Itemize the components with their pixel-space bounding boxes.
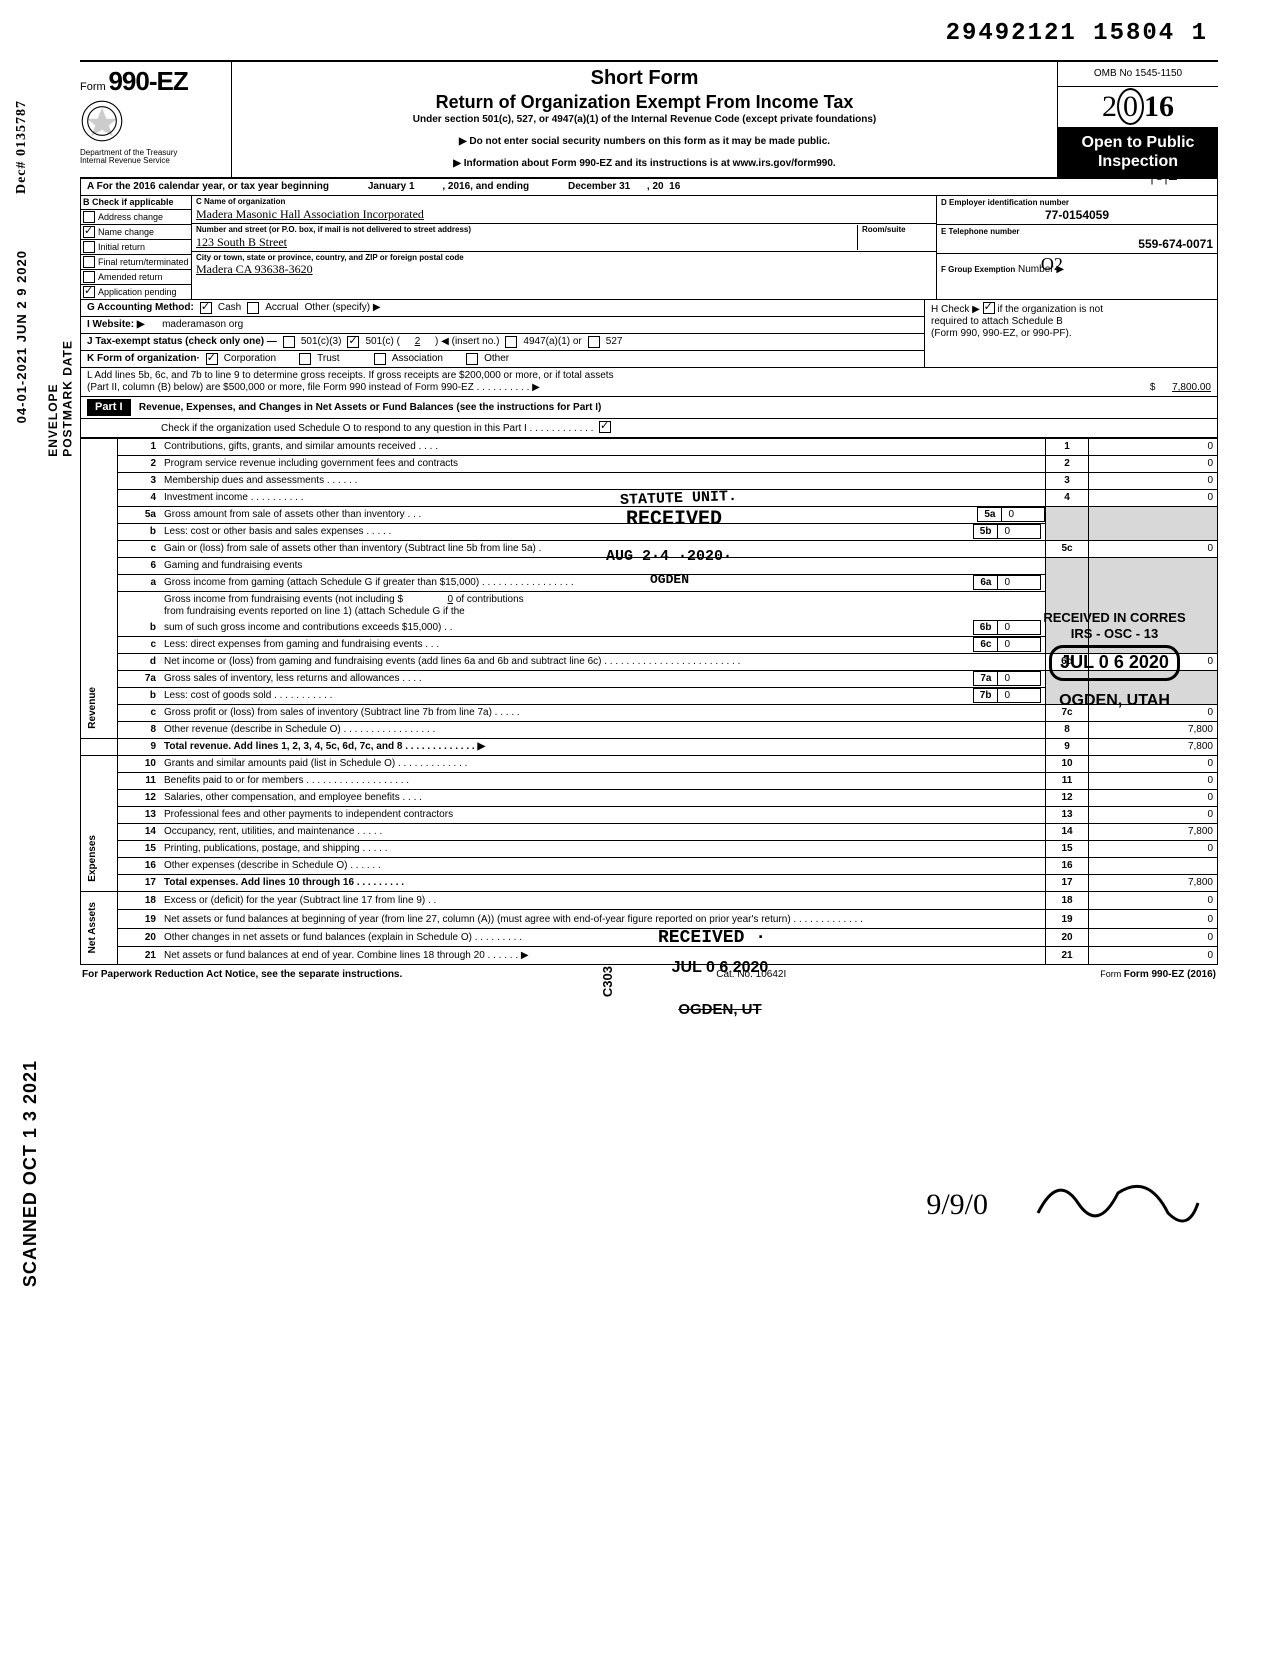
stamp-aug-date: AUG 2·4 ·2020· [606,548,732,566]
website: maderamason org [162,319,243,331]
amt-4: 0 [1089,490,1218,507]
telephone: 559-674-0071 [941,237,1213,251]
ck-name-change[interactable] [83,226,95,238]
col-b-checkboxes: B Check if applicable Address change Nam… [81,196,192,299]
side-cursive: Dec# 0135787 [14,100,31,194]
dept-irs: Internal Revenue Service [80,157,225,165]
street: 123 South B Street [196,235,287,249]
form-header: Form 990-EZ Department of the Treasury I… [80,60,1218,179]
amt-16 [1089,858,1218,875]
amt-15: 0 [1089,841,1218,858]
ck-corp[interactable] [206,353,218,365]
ck-527[interactable] [588,336,600,348]
ck-app-pending[interactable] [83,286,95,298]
org-name: Madera Masonic Hall Association Incorpor… [196,207,424,221]
amt-5c: 0 [1089,541,1218,558]
side-scanned: SCANNED OCT 1 3 2021 [20,1060,42,1287]
row-j: J Tax-exempt status (check only one) — 5… [81,334,924,351]
dln-number: 29492121 15804 1 [946,20,1208,49]
amt-3: 0 [1089,473,1218,490]
ck-501c3[interactable] [283,336,295,348]
side-envelope: ENVELOPEPOSTMARK DATE [46,340,75,457]
amt-14: 7,800 [1089,824,1218,841]
handwritten-note: |6|2 [1150,162,1178,186]
gross-receipts: 7,800.00 [1172,382,1211,393]
part-i-header: Part I Revenue, Expenses, and Changes in… [80,397,1218,419]
col-c: C Name of organizationMadera Masonic Hal… [192,196,936,299]
expenses-label: Expenses [85,827,101,890]
col-def: D Employer identification number77-01540… [936,196,1217,299]
info-line: ▶ Information about Form 990-EZ and its … [240,158,1049,170]
return-title: Return of Organization Exempt From Incom… [240,92,1049,114]
stamp-received-2: RECEIVED · [658,928,766,950]
amt-1: 0 [1089,439,1218,456]
amt-12: 0 [1089,790,1218,807]
stamp-jul-ogden: JUL 0 6 2020 OGDEN, UT [640,958,800,1019]
open-to-public: Open to PublicInspection [1058,127,1218,177]
amt-19: 0 [1089,910,1218,928]
form-label: Form [80,81,106,93]
amt-17: 7,800 [1089,875,1218,892]
row-g: G Accounting Method: Cash Accrual Other … [81,300,924,317]
form-number: 990-EZ [108,66,187,96]
ck-other-org[interactable] [466,353,478,365]
amt-9: 7,800 [1089,739,1218,756]
under-section: Under section 501(c), 527, or 4947(a)(1)… [240,114,1049,126]
ck-final[interactable] [83,256,95,268]
ck-schedule-b[interactable] [983,302,995,314]
ck-501c[interactable] [347,336,359,348]
amt-11: 0 [1089,773,1218,790]
amt-10: 0 [1089,756,1218,773]
irs-seal-icon [80,99,124,143]
net-assets-label: Net Assets [85,894,101,961]
amt-8: 7,800 [1089,722,1218,739]
ck-schedule-o[interactable] [599,421,611,433]
ck-assoc[interactable] [374,353,386,365]
omb-number: OMB No 1545-1150 [1058,62,1218,87]
short-form-title: Short Form [240,66,1049,90]
stamp-received-1: RECEIVED [626,508,722,532]
line-a: A For the 2016 calendar year, or tax yea… [80,179,1218,196]
ck-cash[interactable] [200,302,212,314]
col-b-title: B Check if applicable [81,196,191,210]
ein: 77-0154059 [941,208,1213,222]
stamp-c303: C303 [600,966,616,997]
rows-g-through-k: G Accounting Method: Cash Accrual Other … [80,300,1218,368]
ck-4947[interactable] [505,336,517,348]
amt-21: 0 [1089,946,1218,964]
row-i: I Website: ▶ maderamason org [81,317,924,334]
city-state-zip: Madera CA 93638-3620 [196,262,313,276]
tax-year: 2016 [1058,87,1218,127]
stamp-received-corres: RECEIVED IN CORRES IRS - OSC - 13 JUL 0 … [1027,610,1202,710]
ck-amended[interactable] [83,271,95,283]
side-date: 04-01-2021 JUN 2 9 2020 [14,250,30,423]
signature-date: 9/9/0 [926,1187,988,1223]
row-l: L Add lines 5b, 6c, and 7b to line 9 to … [80,368,1218,397]
row-k: K Form of organization· Corporation Trus… [81,351,924,367]
ck-accrual[interactable] [247,302,259,314]
handwritten-o2: O2 [1041,254,1063,274]
part-i-sub: Check if the organization used Schedule … [80,419,1218,438]
revenue-label: Revenue [85,679,101,737]
amt-2: 0 [1089,456,1218,473]
signature-icon [1028,1163,1208,1243]
amt-20: 0 [1089,928,1218,946]
amt-13: 0 [1089,807,1218,824]
ssn-warning: ▶ Do not enter social security numbers o… [240,136,1049,148]
row-h: H Check ▶ if the organization is not req… [924,300,1217,367]
ck-trust[interactable] [299,353,311,365]
ck-initial[interactable] [83,241,95,253]
stamp-ogden-1: OGDEN [650,572,689,588]
entity-block: B Check if applicable Address change Nam… [80,196,1218,300]
amt-18: 0 [1089,892,1218,910]
ck-address[interactable] [83,211,95,223]
